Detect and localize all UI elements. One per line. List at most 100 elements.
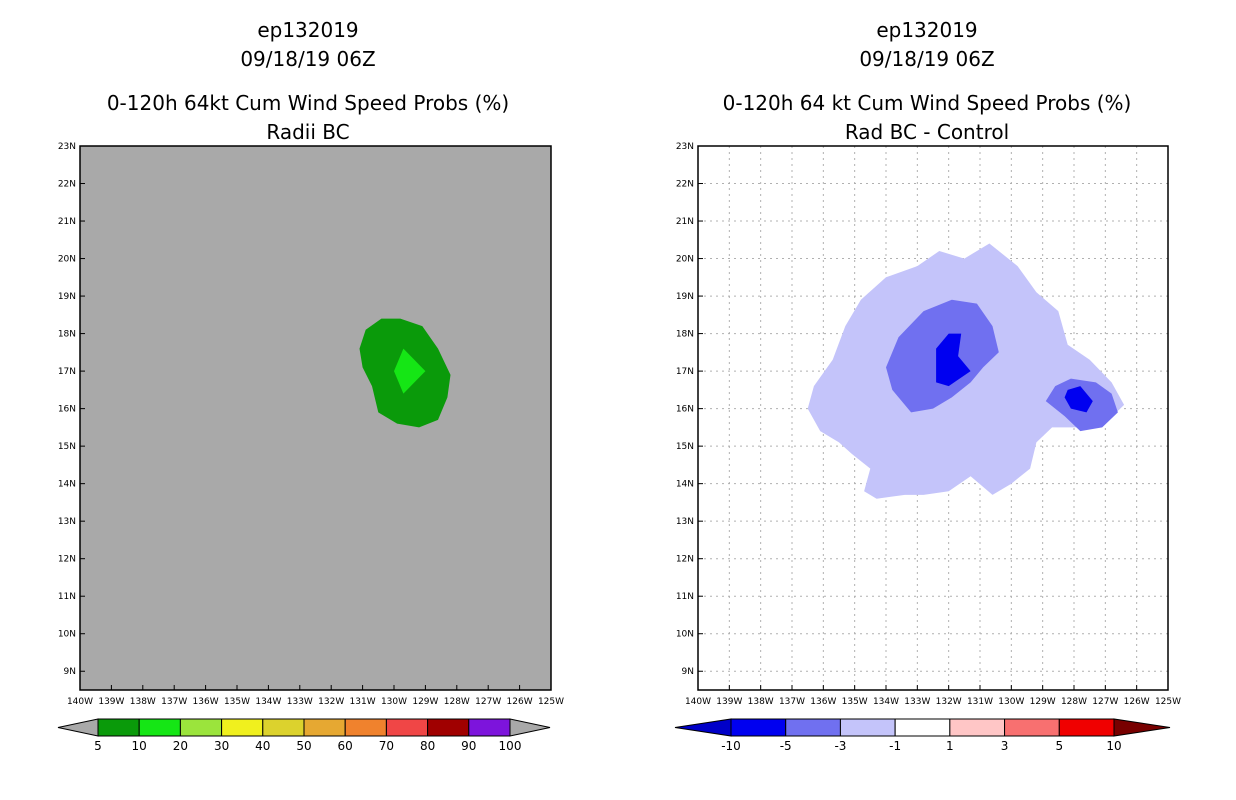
right-contour-2	[936, 333, 971, 387]
left-legend-arrow-high	[509, 718, 551, 737]
right-legend-swatch-3	[894, 718, 951, 737]
right-plot-frame	[697, 145, 1169, 691]
right-legend-swatch-5	[1004, 718, 1060, 737]
left-ytick-label: 19N	[58, 292, 76, 302]
left-ytick-label: 16N	[58, 405, 76, 415]
right-xtick-label: 132W	[936, 697, 962, 707]
left-legend-swatch-0	[97, 718, 140, 737]
right-xtick-label: 127W	[1092, 697, 1118, 707]
left-xtick-label: 127W	[475, 697, 501, 707]
left-ytick-label: 23N	[58, 142, 76, 152]
right-xtick-label: 140W	[685, 697, 711, 707]
left-xtick-label: 129W	[412, 697, 438, 707]
left-xtick-label: 126W	[507, 697, 533, 707]
left-xtick-label: 137W	[161, 697, 187, 707]
right-legend-arrow-high	[1113, 718, 1171, 737]
left-chart-subtitle: Radii BC	[266, 120, 350, 144]
left-xtick-label: 136W	[193, 697, 219, 707]
right-xtick-label: 139W	[716, 697, 742, 707]
left-ytick-label: 13N	[58, 517, 76, 527]
right-ytick-label: 13N	[676, 517, 694, 527]
left-legend-label: 80	[420, 739, 435, 753]
left-contour-1	[394, 348, 426, 394]
right-ytick-label: 12N	[676, 555, 694, 565]
right-xtick-label: 135W	[842, 697, 868, 707]
right-chart-subtitle: Rad BC - Control	[844, 120, 1010, 144]
left-ytick-label: 11N	[58, 592, 76, 602]
right-ytick-label: 9N	[682, 667, 694, 677]
right-chart-title: 0-120h 64 kt Cum Wind Speed Probs (%)	[722, 91, 1132, 115]
left-ytick-label: 18N	[58, 330, 76, 340]
left-storm-id: ep132019	[257, 18, 359, 42]
left-plot-frame	[79, 145, 552, 691]
right-xtick-label: 130W	[998, 697, 1024, 707]
right-legend-label: 1	[946, 739, 954, 753]
left-chart-title: 0-120h 64kt Cum Wind Speed Probs (%)	[106, 91, 510, 115]
left-ytick-label: 22N	[58, 180, 76, 190]
right-legend-swatch-1	[785, 718, 841, 737]
left-xtick-label: 139W	[98, 697, 124, 707]
left-legend-swatch-3	[221, 718, 264, 737]
left-ytick-label: 12N	[58, 555, 76, 565]
right-legend-label: 10	[1106, 739, 1121, 753]
right-valid-time: 09/18/19 06Z	[859, 47, 995, 71]
left-legend-swatch-4	[262, 718, 305, 737]
right-xtick-label: 137W	[779, 697, 805, 707]
right-storm-id: ep132019	[876, 18, 978, 42]
right-ytick-label: 11N	[676, 592, 694, 602]
right-ytick-label: 21N	[676, 217, 694, 227]
right-ytick-label: 23N	[676, 142, 694, 152]
right-xtick-label: 136W	[810, 697, 836, 707]
right-ytick-label: 22N	[676, 180, 694, 190]
left-xtick-label: 132W	[318, 697, 344, 707]
left-legend-arrow-low	[57, 718, 99, 737]
right-legend-label: 3	[1001, 739, 1009, 753]
left-xtick-label: 128W	[444, 697, 470, 707]
left-legend-label: 100	[499, 739, 522, 753]
right-ytick-label: 20N	[676, 255, 694, 265]
left-legend-swatch-7	[385, 718, 429, 737]
left-legend-label: 90	[461, 739, 476, 753]
right-ytick-label: 10N	[676, 630, 694, 640]
right-contour-4	[1064, 386, 1093, 413]
left-legend-label: 50	[296, 739, 311, 753]
right-xtick-label: 128W	[1061, 697, 1087, 707]
right-ytick-label: 18N	[676, 330, 694, 340]
right-ytick-label: 16N	[676, 405, 694, 415]
left-legend-swatch-1	[138, 718, 181, 737]
left-xtick-label: 131W	[350, 697, 376, 707]
left-ytick-label: 9N	[64, 667, 76, 677]
right-ytick-label: 14N	[676, 480, 694, 490]
left-xtick-label: 135W	[224, 697, 250, 707]
left-legend-swatch-8	[427, 718, 470, 737]
right-xtick-label: 125W	[1155, 697, 1181, 707]
left-legend-label: 5	[94, 739, 102, 753]
left-legend-swatch-2	[179, 718, 223, 737]
right-legend-label: 5	[1055, 739, 1063, 753]
left-ytick-label: 17N	[58, 367, 76, 377]
left-xtick-label: 140W	[67, 697, 93, 707]
left-legend-label: 10	[132, 739, 147, 753]
right-xtick-label: 126W	[1124, 697, 1150, 707]
left-legend-swatch-6	[344, 718, 387, 737]
left-plot-area	[80, 146, 551, 690]
left-xtick-label: 130W	[381, 697, 407, 707]
right-legend-label: -5	[780, 739, 792, 753]
right-ytick-label: 17N	[676, 367, 694, 377]
right-xtick-label: 131W	[967, 697, 993, 707]
left-valid-time: 09/18/19 06Z	[240, 47, 376, 71]
right-xtick-label: 134W	[873, 697, 899, 707]
right-ytick-label: 15N	[676, 442, 694, 452]
left-ytick-label: 14N	[58, 480, 76, 490]
left-xtick-label: 134W	[255, 697, 281, 707]
right-xtick-label: 138W	[748, 697, 774, 707]
right-legend-swatch-2	[839, 718, 896, 737]
right-xtick-label: 133W	[904, 697, 930, 707]
left-xtick-label: 138W	[130, 697, 156, 707]
left-xtick-label: 125W	[538, 697, 564, 707]
right-ytick-label: 19N	[676, 292, 694, 302]
left-xtick-label: 133W	[287, 697, 313, 707]
right-legend-swatch-6	[1058, 718, 1115, 737]
right-legend-label: -3	[834, 739, 846, 753]
